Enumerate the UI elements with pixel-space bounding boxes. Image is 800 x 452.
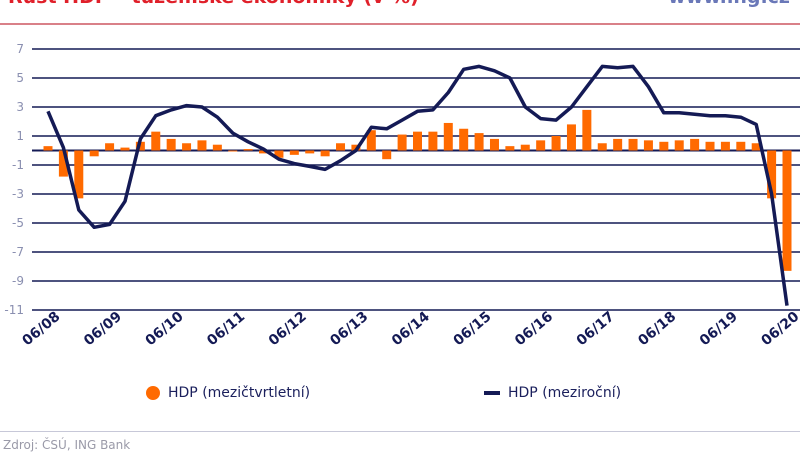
bar: [274, 150, 284, 158]
bar: [336, 143, 346, 151]
legend-item-yearly: HDP (meziroční): [484, 385, 621, 401]
bar: [89, 150, 99, 157]
bar: [428, 131, 438, 151]
bar: [366, 130, 376, 151]
x-tick-label: 06/17: [574, 309, 618, 350]
bar: [289, 150, 299, 155]
x-tick-label: 06/10: [143, 308, 187, 349]
bar: [613, 138, 623, 151]
title-divider: [0, 23, 800, 25]
legend-bar-marker: [146, 386, 160, 400]
y-tick-label: -9: [12, 274, 24, 288]
chart-title: Růst HDP – tuzemské ekonomiky (v %): [8, 0, 419, 8]
bar: [597, 143, 607, 151]
x-tick-label: 06/14: [389, 308, 433, 349]
bar: [705, 141, 715, 151]
bar: [197, 140, 207, 151]
bar: [659, 141, 669, 151]
bar: [43, 146, 53, 151]
source-url: www.ing.cz: [668, 0, 790, 8]
bar: [489, 138, 499, 151]
bar: [736, 141, 746, 151]
legend-item-quarterly: HDP (mezičtvrtletní): [146, 385, 310, 401]
x-tick-label: 06/20: [758, 308, 800, 349]
y-tick-label: 7: [16, 42, 24, 56]
source-note: Zdroj: ČSÚ, ING Bank: [3, 438, 131, 452]
y-tick-label: 5: [16, 71, 24, 85]
bar: [182, 143, 192, 151]
y-tick-label: 3: [16, 100, 24, 114]
bar: [720, 141, 730, 151]
bar: [767, 150, 777, 199]
bar: [74, 150, 84, 199]
bar: [782, 150, 792, 271]
x-tick-label: 06/15: [450, 309, 494, 350]
bar: [105, 143, 115, 151]
bar: [690, 138, 700, 151]
bar: [120, 147, 130, 151]
y-tick-label: 1: [16, 129, 24, 143]
legend-label: HDP (mezičtvrtletní): [168, 385, 311, 401]
bar: [566, 124, 576, 151]
bar: [459, 128, 469, 151]
bar: [413, 131, 422, 151]
bar: [536, 140, 546, 151]
bar: [628, 138, 638, 151]
x-tick-label: 06/09: [81, 309, 125, 350]
bar: [212, 144, 222, 151]
x-tick-label: 06/08: [19, 309, 63, 350]
y-tick-label: -11: [4, 303, 24, 317]
y-tick-label: -1: [12, 158, 24, 172]
bar: [151, 131, 161, 151]
bar: [551, 136, 561, 151]
bar: [259, 150, 269, 154]
x-tick-label: 06/19: [697, 309, 741, 350]
bar: [674, 140, 684, 151]
bar: [582, 109, 592, 151]
bar: [305, 150, 315, 154]
legend-label: HDP (meziroční): [508, 385, 622, 401]
x-tick-label: 06/16: [512, 309, 556, 350]
legend-line-marker: [484, 391, 500, 395]
y-tick-label: -3: [12, 187, 24, 201]
x-tick-label: 06/13: [327, 309, 371, 350]
bar: [382, 150, 392, 160]
bar: [397, 134, 407, 151]
bar: [58, 150, 68, 177]
bar: [166, 138, 176, 151]
bar: [443, 122, 453, 151]
yoy-line: [46, 64, 789, 306]
bar: [243, 149, 253, 151]
bar: [474, 133, 484, 151]
bar: [643, 140, 653, 151]
y-tick-label: -7: [12, 245, 24, 259]
x-tick-label: 06/12: [266, 309, 310, 350]
x-tick-label: 06/11: [204, 309, 248, 350]
y-tick-label: -5: [12, 216, 24, 230]
bar: [751, 143, 761, 151]
x-tick-label: 06/18: [635, 309, 679, 350]
bar: [505, 146, 515, 151]
footer-divider: [0, 431, 800, 432]
bar: [320, 150, 330, 157]
bar: [520, 144, 530, 151]
bar: [228, 150, 238, 152]
